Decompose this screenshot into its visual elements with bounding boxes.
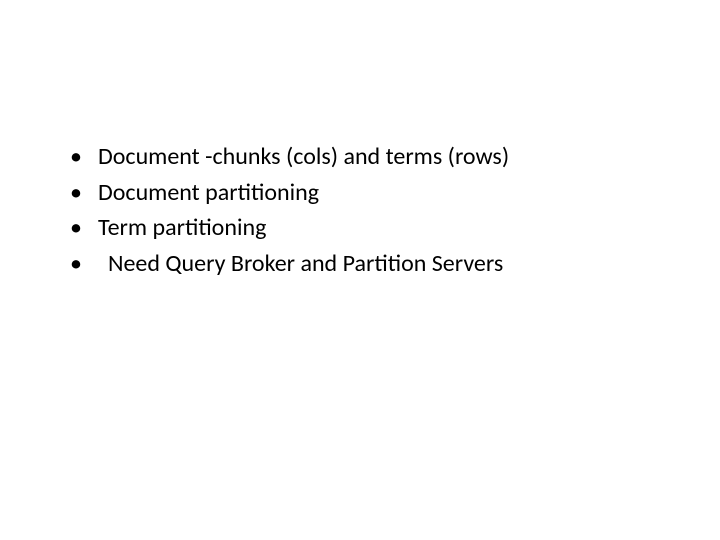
bullet-text: Term partitioning — [98, 213, 266, 242]
bullet-text: Document partitioning — [98, 178, 319, 207]
list-item: Document partitioning — [70, 176, 670, 210]
bullet-text: Document -chunks (cols) and terms (rows) — [98, 142, 509, 171]
bullet-list: Document -chunks (cols) and terms (rows)… — [70, 140, 670, 280]
list-item: Document -chunks (cols) and terms (rows) — [70, 140, 670, 174]
list-item: Term partitioning — [70, 211, 670, 245]
slide-container: Document -chunks (cols) and terms (rows)… — [0, 0, 720, 540]
list-item: Need Query Broker and Partition Servers — [70, 247, 670, 281]
bullet-text: Need Query Broker and Partition Servers — [98, 247, 503, 281]
